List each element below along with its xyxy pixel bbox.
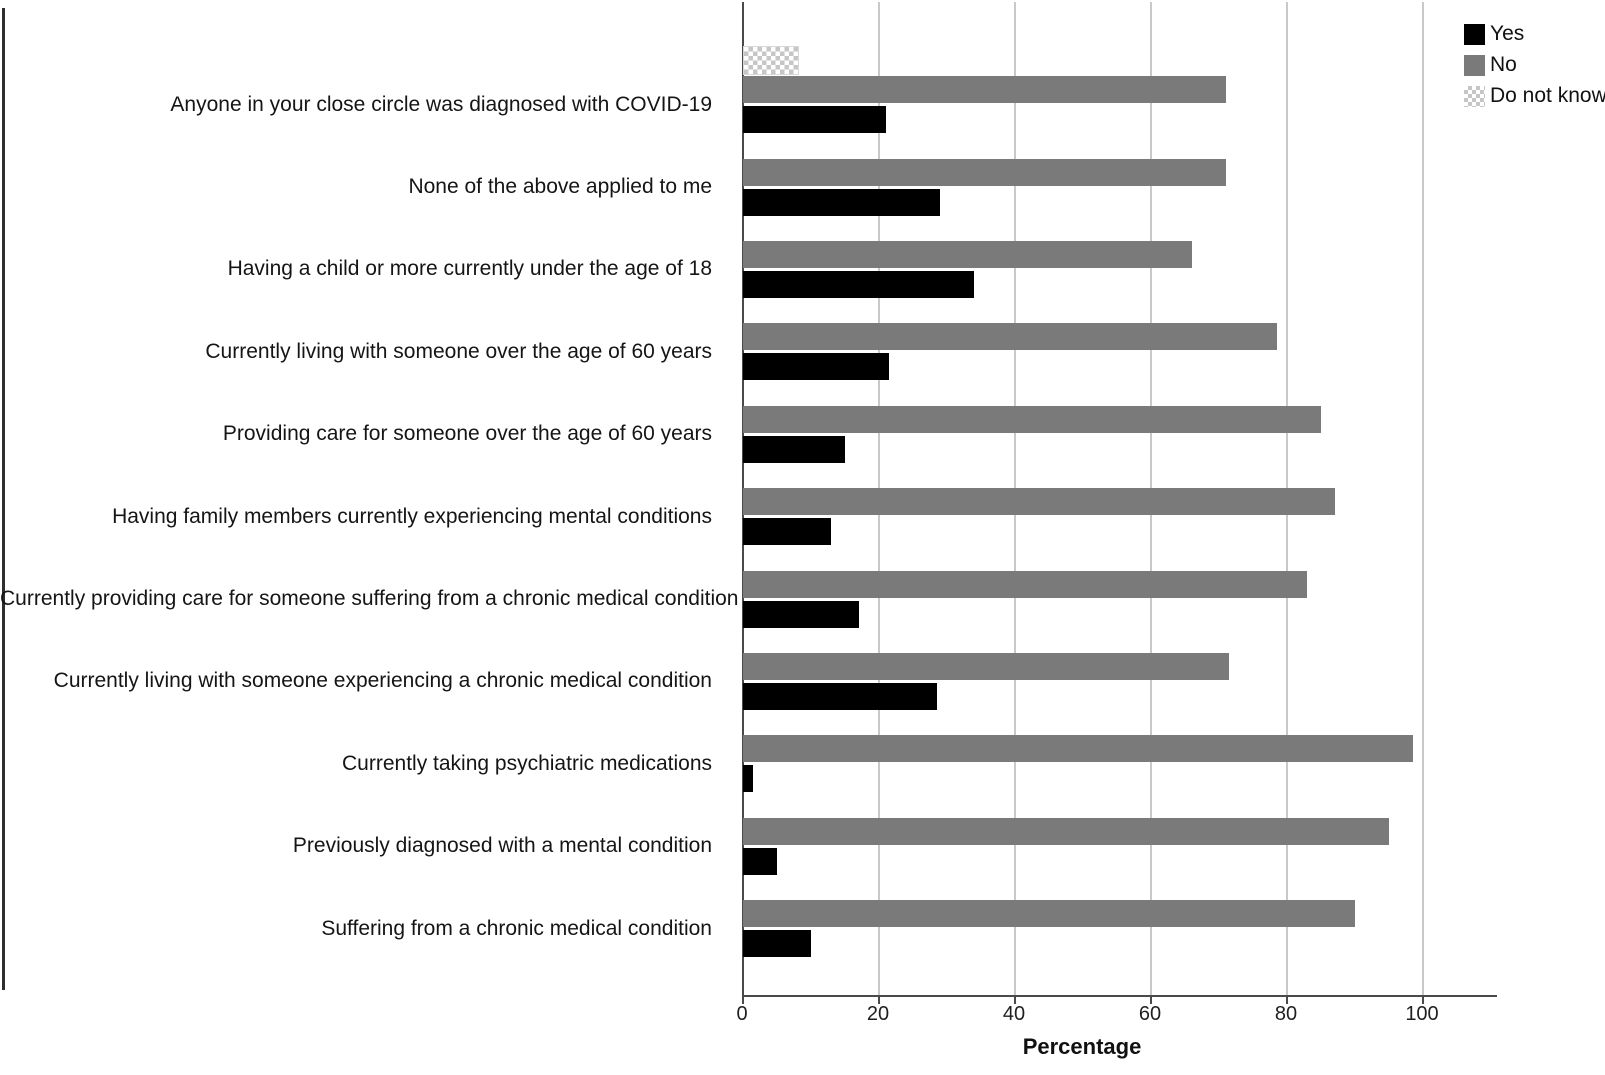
bar-no bbox=[743, 240, 1192, 268]
bar-yes bbox=[743, 435, 845, 463]
category-label: Having a child or more currently under t… bbox=[227, 257, 712, 281]
legend-swatch-icon bbox=[1464, 54, 1485, 76]
bar-yes bbox=[743, 106, 886, 134]
legend-item-do-not-know: Do not know bbox=[1464, 84, 1605, 108]
gridline-100 bbox=[1422, 2, 1424, 995]
legend-item-yes: Yes bbox=[1464, 22, 1605, 46]
legend-label: Do not know bbox=[1490, 84, 1605, 107]
x-axis-tick-20 bbox=[878, 997, 880, 1004]
category-label: Currently taking psychiatric medications bbox=[342, 751, 712, 775]
x-axis-tick-60 bbox=[1150, 997, 1152, 1004]
x-axis-tick-label-100: 100 bbox=[1405, 1003, 1439, 1025]
x-axis-tick-label-0: 0 bbox=[736, 1003, 748, 1025]
bar-yes bbox=[743, 188, 941, 216]
category-label: Previously diagnosed with a mental condi… bbox=[292, 834, 712, 858]
x-axis-tick-0 bbox=[742, 997, 744, 1004]
bar-no bbox=[743, 817, 1389, 845]
x-axis-tick-label-60: 60 bbox=[1138, 1003, 1162, 1025]
category-label: Currently living with someone experienci… bbox=[53, 669, 712, 693]
bar-yes bbox=[743, 518, 832, 546]
legend-item-no: No bbox=[1464, 53, 1605, 77]
x-axis-tick-label-40: 40 bbox=[1002, 1003, 1026, 1025]
bar-no bbox=[743, 488, 1335, 516]
bar-do-not-know bbox=[743, 46, 800, 76]
x-axis-title: Percentage bbox=[1022, 1034, 1142, 1059]
bar-yes bbox=[743, 353, 890, 381]
x-axis-tick-100 bbox=[1422, 997, 1424, 1004]
bar-no bbox=[743, 76, 1226, 104]
category-label: Anyone in your close circle was diagnose… bbox=[170, 92, 712, 116]
bar-yes bbox=[743, 765, 754, 793]
bar-no bbox=[743, 405, 1321, 433]
bar-yes bbox=[743, 600, 859, 628]
legend-swatch-icon bbox=[1464, 85, 1485, 107]
legend: Yes No Do not know bbox=[1464, 22, 1605, 115]
bar-yes bbox=[743, 682, 937, 710]
figure-edge-line bbox=[2, 8, 5, 990]
category-label: Having family members currently experien… bbox=[112, 504, 712, 528]
x-axis-tick-80 bbox=[1286, 997, 1288, 1004]
category-label: Currently providing care for someone suf… bbox=[0, 587, 739, 610]
category-label: Suffering from a chronic medical conditi… bbox=[321, 916, 712, 940]
legend-swatch-icon bbox=[1464, 23, 1485, 45]
bar-no bbox=[743, 570, 1308, 598]
bar-no bbox=[743, 323, 1277, 351]
bar-no bbox=[743, 900, 1355, 928]
x-axis-tick-label-20: 20 bbox=[866, 1003, 890, 1025]
x-axis-line bbox=[742, 995, 1497, 997]
bar-no bbox=[743, 652, 1230, 680]
category-label: Providing care for someone over the age … bbox=[222, 422, 712, 446]
bar-no bbox=[743, 158, 1226, 186]
bar-no bbox=[743, 735, 1413, 763]
category-label: Currently living with someone over the a… bbox=[205, 339, 712, 363]
legend-label: Yes bbox=[1490, 22, 1525, 45]
category-label: None of the above applied to me bbox=[408, 175, 712, 198]
bar-yes bbox=[743, 847, 777, 875]
bar-yes bbox=[743, 930, 811, 958]
legend-label: No bbox=[1490, 53, 1517, 76]
x-axis-tick-40 bbox=[1014, 997, 1016, 1004]
bar-yes bbox=[743, 270, 975, 298]
x-axis-tick-label-80: 80 bbox=[1274, 1003, 1298, 1025]
